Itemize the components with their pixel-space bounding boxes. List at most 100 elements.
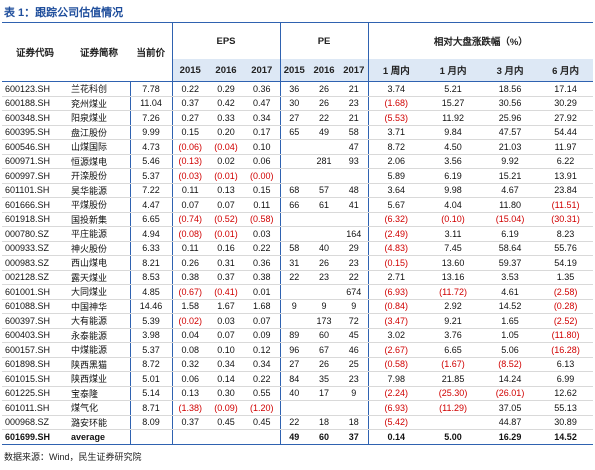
cell: 31	[279, 255, 309, 271]
table-row: 600157.SH 中煤能源 5.37 0.08 0.10 0.12 96 67 46 (2.67…	[2, 342, 594, 358]
cell: 11.97	[538, 139, 594, 155]
cell: 37.05	[482, 400, 539, 416]
sub-header: 6 月内	[538, 59, 594, 82]
cell: (6.93)	[367, 400, 425, 416]
cell: 0.15	[244, 183, 281, 198]
cell	[171, 429, 208, 445]
cell	[279, 284, 309, 300]
cell: 58	[340, 125, 369, 140]
cell: 000983.SZ	[2, 255, 68, 271]
cell: 神火股份	[68, 241, 130, 256]
cell: 0.10	[244, 139, 281, 155]
cell: 1.35	[538, 270, 594, 285]
sub-header: 2016	[208, 59, 244, 82]
cell: (0.28)	[538, 299, 594, 314]
table-row: 600546.SH 山煤国际 4.73 (0.06) (0.04) 0.10 47 8.72 4…	[2, 139, 594, 155]
cell: (4.83)	[367, 241, 425, 256]
cell: 14.46	[129, 299, 172, 314]
cell: (0.08)	[171, 226, 208, 242]
cell: (0.01)	[208, 168, 244, 184]
cell: 30	[279, 96, 309, 111]
cell: 中煤能源	[68, 342, 130, 358]
cell	[129, 429, 172, 445]
cell: 58	[279, 241, 309, 256]
cell: 5.89	[367, 168, 425, 184]
cell: 0.03	[208, 313, 244, 329]
table-row: 601015.SH 陕西煤业 5.01 0.06 0.14 0.22 84 35 23 7.98 2…	[2, 371, 594, 387]
cell: 600157.SH	[2, 342, 68, 358]
cell: 18.56	[482, 81, 539, 97]
cell: 46	[340, 342, 369, 358]
cell: 47	[340, 139, 369, 155]
group-header: EPS	[171, 22, 281, 59]
cell: 22	[279, 415, 309, 430]
cell: 平庄能源	[68, 226, 130, 242]
cell: 0.15	[171, 125, 208, 140]
cell: 49	[279, 429, 309, 445]
cell: 4.47	[129, 197, 172, 213]
title: 表 1：跟踪公司估值情况	[4, 7, 124, 19]
column-header: 证券简称	[79, 48, 118, 59]
cell: 5.21	[424, 81, 483, 97]
cell: 5.14	[129, 386, 172, 401]
cell: (0.41)	[208, 284, 244, 300]
cell: 3.11	[424, 226, 483, 242]
cell: 0.11	[244, 197, 281, 213]
cell: (0.52)	[208, 212, 244, 227]
cell: 煤气化	[68, 400, 130, 416]
cell: 18	[340, 415, 369, 430]
cell: 601088.SH	[2, 299, 68, 314]
cell: 0.22	[171, 81, 208, 97]
cell: 6.13	[538, 357, 594, 372]
cell: 3.71	[367, 125, 425, 140]
cell: 9	[340, 299, 369, 314]
cell: (2.52)	[538, 313, 594, 329]
cell: 西山煤电	[68, 255, 130, 271]
cell: 0.29	[208, 81, 244, 97]
cell: 8.21	[129, 255, 172, 271]
cell: 15.27	[424, 96, 483, 111]
cell: 601898.SH	[2, 357, 68, 372]
cell: (2.67)	[367, 342, 425, 358]
cell: (16.28)	[538, 342, 594, 358]
cell: 600348.SH	[2, 110, 68, 126]
cell: 1.65	[482, 313, 539, 329]
cell: 7.26	[129, 110, 172, 126]
cell: 14.52	[538, 429, 594, 445]
table-row: 000968.SZ 潞安环能 8.09 0.37 0.45 0.45 22 18 18 (5.42…	[2, 415, 594, 430]
cell: 59.37	[482, 255, 539, 271]
table-row: 600403.SH 永泰能源 3.98 0.04 0.07 0.09 89 60 45 3.02 3…	[2, 328, 594, 343]
cell: 0.38	[244, 270, 281, 285]
cell: 昊华能源	[68, 183, 130, 198]
cell: 恒源煤电	[68, 154, 130, 169]
cell: 9.84	[424, 125, 483, 140]
cell: 600971.SH	[2, 154, 68, 169]
cell: 9	[279, 299, 309, 314]
cell: 3.53	[482, 270, 539, 285]
cell	[244, 429, 281, 445]
cell: 0.55	[244, 386, 281, 401]
cell: 陕西黑猫	[68, 357, 130, 372]
cell: 000780.SZ	[2, 226, 68, 242]
cell: 0.22	[244, 371, 281, 387]
cell: (0.13)	[171, 154, 208, 169]
table-row: 601225.SH 宝泰隆 5.14 0.13 0.30 0.55 40 17 9 (2.24)(…	[2, 386, 594, 401]
sub-header: 2017	[244, 59, 281, 82]
cell: 0.45	[208, 415, 244, 430]
cell	[308, 212, 341, 227]
cell: 47.57	[482, 125, 539, 140]
cell	[279, 154, 309, 169]
cell: 0.20	[208, 125, 244, 140]
cell: 0.26	[171, 255, 208, 271]
cell	[308, 400, 341, 416]
cell: 0.04	[171, 328, 208, 343]
cell: 89	[279, 328, 309, 343]
cell: (0.58)	[244, 212, 281, 227]
cell: 露天煤业	[68, 270, 130, 285]
cell: 9.92	[482, 154, 539, 169]
cell: 兖州煤业	[68, 96, 130, 111]
cell: 26	[308, 357, 341, 372]
cell: 0.17	[244, 125, 281, 140]
cell: 0.07	[244, 313, 281, 329]
cell: 23	[340, 255, 369, 271]
